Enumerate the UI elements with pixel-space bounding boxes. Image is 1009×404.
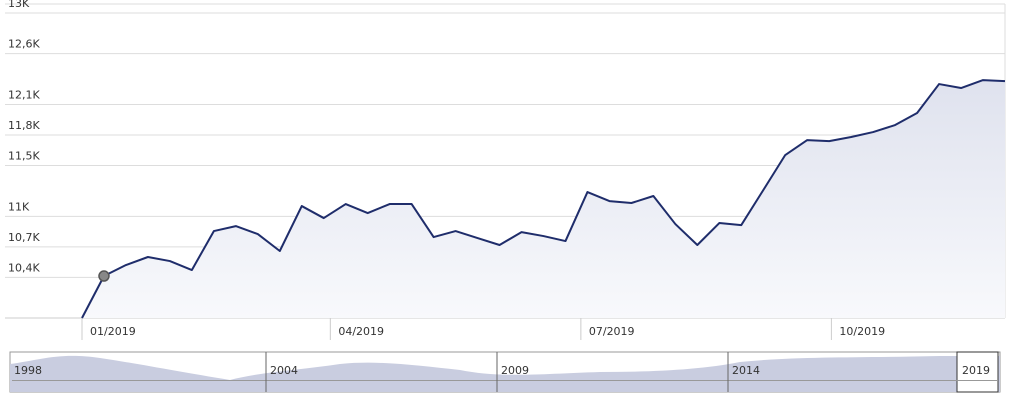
- y-tick-label: 11,8K: [8, 119, 40, 132]
- highlight-marker: [98, 270, 110, 282]
- navigator: 1998 2004 2009 2014 2019: [9, 351, 1001, 393]
- navigator-label: 2009: [501, 364, 529, 377]
- x-tick-label: 04/2019: [338, 325, 384, 338]
- x-tick-label: 10/2019: [839, 325, 885, 338]
- navigator-axis: [12, 380, 998, 381]
- navigator-selection[interactable]: [956, 351, 999, 393]
- x-tick-label: 01/2019: [90, 325, 136, 338]
- y-tick-label: 13K: [8, 0, 30, 10]
- y-tick-label: 12,6K: [8, 38, 40, 51]
- navigator-label: 1998: [14, 364, 42, 377]
- x-tick-label: 07/2019: [589, 325, 635, 338]
- y-tick-label: 11,5K: [8, 150, 40, 163]
- navigator-area: [10, 355, 1000, 392]
- y-tick-label: 10,7K: [8, 231, 40, 244]
- navigator-label: 2019: [962, 364, 990, 377]
- area: [82, 80, 1005, 318]
- y-tick-label: 10,4K: [8, 261, 40, 274]
- navigator-label: 2004: [270, 364, 298, 377]
- y-tick-label: 12,1K: [8, 89, 40, 102]
- y-tick-label: 11K: [8, 200, 30, 213]
- navigator-label: 2014: [732, 364, 760, 377]
- line: [81, 79, 1006, 319]
